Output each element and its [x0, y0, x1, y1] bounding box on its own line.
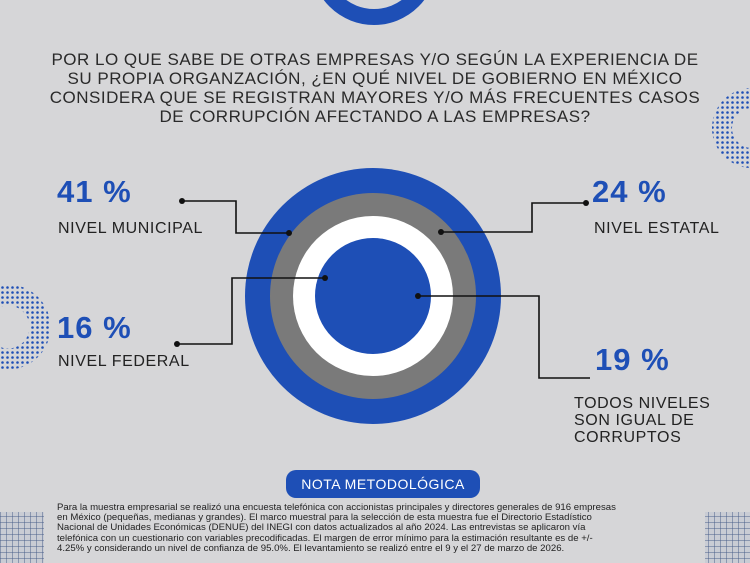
methodology-heading: NOTA METODOLÓGICA	[286, 470, 480, 498]
methodology-line: Nacional de Unidades Económicas (DENUE) …	[57, 522, 586, 534]
leader-line-todos	[418, 295, 590, 379]
top-ring-decoration	[323, 0, 425, 25]
methodology-line: Para la muestra empresarial se realizó u…	[57, 502, 616, 513]
methodology-line: 4.25% y considerando un nivel de confian…	[57, 542, 565, 554]
right-dotted-ring-decoration	[712, 88, 750, 168]
value-label-estatal: 24 %	[592, 174, 667, 209]
chart-title: POR LO QUE SABE DE OTRAS EMPRESAS Y/O SE…	[49, 50, 701, 126]
left-dotted-ring-decoration	[0, 284, 51, 370]
leader-end-todos	[415, 293, 421, 299]
methodology-line: telefónica con un cuestionario con varia…	[57, 532, 593, 544]
leader-dot-estatal	[583, 200, 589, 206]
bottom-left-grid-decoration	[0, 512, 44, 563]
category-label-estatal: NIVEL ESTATAL	[594, 220, 720, 237]
category-label-todos: TODOS NIVELES SON IGUAL DE CORRUPTOS	[574, 395, 711, 446]
ring-todos	[315, 238, 431, 354]
category-label-federal: NIVEL FEDERAL	[58, 353, 190, 370]
leader-end-federal	[322, 275, 328, 281]
leader-line-federal	[177, 277, 325, 345]
bottom-right-grid-decoration	[705, 512, 750, 563]
methodology-text: Para la muestra empresarial se realizó u…	[57, 502, 697, 554]
category-label-municipal: NIVEL MUNICIPAL	[58, 220, 204, 237]
leader-line-estatal	[441, 202, 587, 233]
value-label-municipal: 41 %	[57, 174, 132, 209]
leader-end-municipal	[286, 230, 292, 236]
leader-dot-federal	[174, 341, 180, 347]
methodology-line: en México (pequeñas, medianas y grandes)…	[57, 512, 592, 524]
leader-line-municipal	[181, 200, 289, 234]
leader-end-estatal	[438, 229, 444, 235]
value-label-federal: 16 %	[57, 310, 132, 345]
value-label-todos: 19 %	[595, 342, 670, 377]
leader-dot-municipal	[179, 198, 185, 204]
